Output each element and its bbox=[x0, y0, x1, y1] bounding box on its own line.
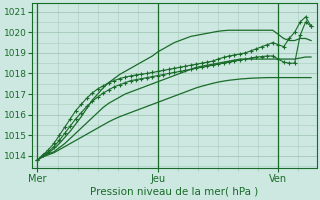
X-axis label: Pression niveau de la mer( hPa ): Pression niveau de la mer( hPa ) bbox=[90, 187, 259, 197]
